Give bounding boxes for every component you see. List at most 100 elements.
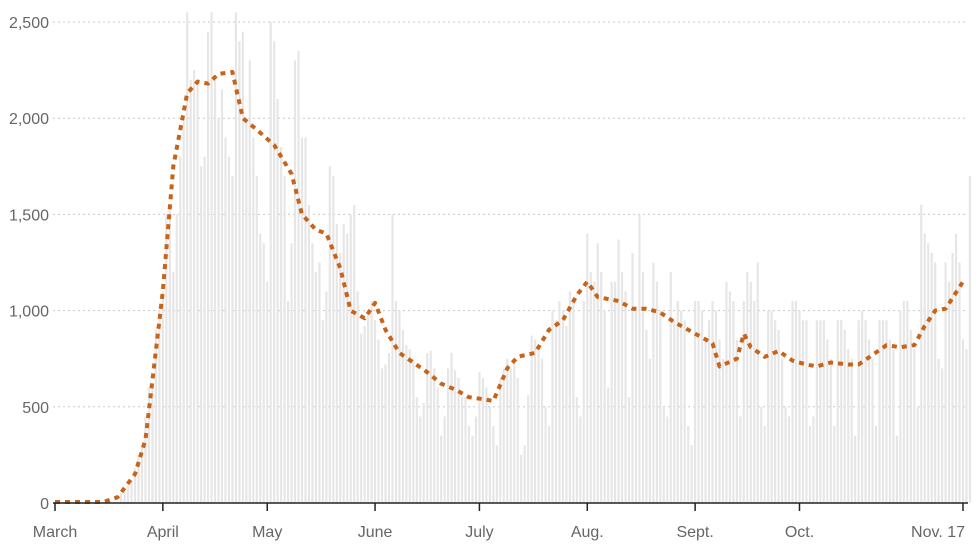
daily-bar [377, 339, 380, 503]
daily-bar [774, 320, 777, 503]
daily-bar [923, 233, 926, 503]
daily-bar [624, 291, 627, 503]
daily-bar [335, 224, 338, 503]
daily-bar [854, 435, 857, 503]
daily-bar [384, 364, 387, 503]
daily-bar [346, 233, 349, 503]
daily-bar [405, 345, 408, 503]
daily-bar [373, 320, 377, 503]
daily-bar [436, 387, 439, 503]
daily-bar [951, 252, 954, 503]
daily-bar [321, 320, 324, 503]
daily-bar [328, 166, 331, 504]
daily-bar [266, 281, 269, 503]
daily-bar [603, 310, 606, 503]
daily-bar [252, 137, 255, 503]
daily-bar [857, 320, 860, 503]
daily-bar [652, 262, 655, 503]
daily-bar [874, 426, 878, 503]
daily-bar [140, 445, 144, 503]
x-tick-label: March [33, 524, 77, 541]
daily-bar [165, 214, 168, 503]
x-tick-label: July [465, 524, 493, 541]
daily-bar [586, 233, 589, 503]
daily-bar [419, 416, 422, 503]
daily-bar [934, 262, 937, 503]
daily-bar [332, 175, 335, 504]
daily-bar [213, 79, 217, 503]
daily-bar [370, 300, 373, 503]
daily-bar [356, 291, 359, 503]
daily-bar [885, 320, 888, 503]
daily-bar [600, 272, 603, 503]
daily-bar [516, 377, 519, 503]
daily-bar [273, 41, 276, 504]
daily-bar [958, 262, 961, 503]
daily-bar [238, 41, 241, 504]
daily-bar [440, 435, 443, 503]
daily-bar [694, 300, 697, 503]
y-axis-tick-labels: 0 500 1,000 1,500 2,000 2,500 [9, 15, 49, 513]
daily-bar [634, 310, 638, 503]
daily-bar [909, 329, 912, 503]
daily-bar [172, 272, 175, 503]
daily-bar [168, 204, 171, 503]
y-tick-label-500: 500 [22, 400, 49, 417]
daily-bar [620, 272, 624, 503]
daily-bar [147, 387, 151, 503]
daily-bar [714, 310, 718, 503]
daily-bar [840, 320, 843, 503]
y-tick-label-0: 0 [40, 496, 49, 513]
daily-bar [902, 300, 905, 503]
daily-bar [231, 175, 234, 504]
x-tick-label: May [252, 524, 282, 541]
daily-bar [673, 320, 676, 503]
daily-bar [401, 329, 404, 503]
daily-bar [450, 352, 453, 503]
daily-bar [666, 416, 669, 503]
daily-bar [829, 358, 832, 503]
daily-bar [447, 368, 450, 503]
daily-bar [683, 320, 686, 503]
daily-bar [349, 214, 352, 503]
daily-bar [467, 426, 471, 503]
daily-bar [534, 339, 537, 503]
daily-bar [565, 325, 568, 503]
daily-bar [443, 416, 446, 503]
y-tick-label-2500: 2,500 [9, 15, 49, 32]
daily-bar [614, 281, 617, 503]
daily-bar [154, 329, 157, 503]
daily-bar [676, 300, 679, 503]
daily-bar [760, 406, 763, 503]
daily-bar [798, 310, 801, 503]
daily-bar [920, 204, 923, 503]
daily-bar [300, 137, 304, 503]
y-tick-label-1000: 1,000 [9, 304, 49, 321]
daily-bar [481, 377, 484, 503]
daily-bar [408, 349, 411, 503]
daily-bar [412, 358, 415, 503]
daily-bar [690, 445, 693, 503]
y-tick-label-1500: 1,500 [9, 207, 49, 224]
daily-bar [927, 243, 930, 503]
x-tick-label: Oct. [785, 524, 814, 541]
daily-bar [965, 349, 968, 503]
daily-bar [454, 370, 457, 503]
daily-bar [210, 12, 213, 503]
daily-bar [631, 252, 634, 503]
daily-bar [245, 118, 248, 503]
daily-bar [339, 252, 342, 503]
daily-bar [906, 300, 909, 503]
daily-bar [551, 310, 554, 503]
daily-bar [794, 300, 798, 503]
daily-bar [144, 416, 147, 503]
daily-bar [861, 310, 864, 503]
daily-bar [262, 243, 265, 503]
daily-bar [248, 60, 251, 503]
daily-bar [478, 372, 481, 503]
daily-bar [415, 397, 418, 503]
daily-bar [941, 368, 944, 503]
daily-bar [662, 406, 665, 503]
daily-bar [488, 406, 491, 503]
